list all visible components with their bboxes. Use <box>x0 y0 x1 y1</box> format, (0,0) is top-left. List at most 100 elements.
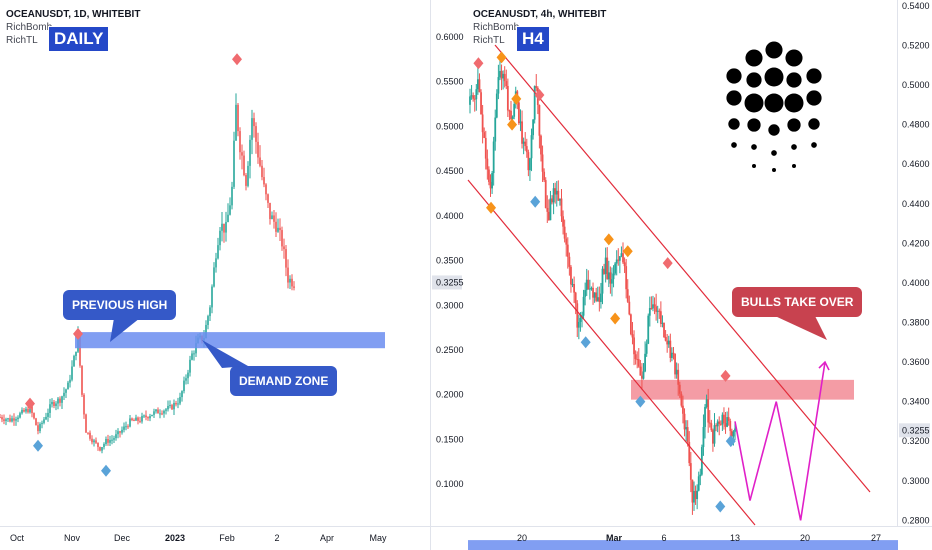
daily-candle <box>1 417 3 420</box>
daily-candle <box>245 175 247 186</box>
h4-y-tick: 0.3000 <box>902 476 930 486</box>
h4-candle <box>473 98 476 100</box>
daily-candle <box>53 401 55 406</box>
demand-zone <box>75 332 385 349</box>
h4-high-marker <box>473 57 484 70</box>
h4-x-tick: 20 <box>800 533 810 543</box>
h4-y-tick: 0.3800 <box>902 317 930 327</box>
daily-candle <box>273 215 275 222</box>
h4-candle <box>472 95 475 99</box>
h4-chart[interactable]: 0.5400 0.5200 0.5000 0.4800 0.4600 0.4400 0.42… <box>431 0 932 550</box>
daily-candle <box>287 267 289 283</box>
h4-candle <box>549 198 552 221</box>
logo-dot <box>765 41 783 59</box>
daily-candle <box>129 418 131 427</box>
h4-candle <box>571 284 574 286</box>
daily-candle <box>119 431 121 433</box>
h4-legend: OCEANUSDT, 4h, WHITEBIT RichBomb RichTL <box>473 8 606 47</box>
daily-price-axis[interactable]: 0.6000 0.5500 0.5000 0.4500 0.4000 0.3500 0.30… <box>432 32 464 489</box>
daily-candle <box>217 245 219 259</box>
h4-candle <box>726 417 729 427</box>
daily-candle <box>55 403 57 406</box>
h4-candle <box>585 279 588 291</box>
daily-candle <box>175 402 177 405</box>
indicator-richbomb[interactable]: RichBomb <box>6 22 53 33</box>
daily-candle <box>35 418 37 426</box>
bulls-pointer <box>775 316 827 340</box>
daily-candle <box>271 215 273 220</box>
indicator-richtl-h4[interactable]: RichTL <box>473 35 505 46</box>
h4-high-marker <box>534 88 545 101</box>
h4-candle <box>634 354 637 360</box>
h4-symbol: OCEANUSDT, 4h, WHITEBIT <box>473 9 607 20</box>
h4-candle <box>689 463 692 480</box>
h4-candle <box>617 259 620 261</box>
h4-candle <box>723 414 725 424</box>
daily-candle <box>25 408 27 412</box>
daily-candle <box>13 418 15 421</box>
h4-candle <box>541 154 544 172</box>
h4-candle <box>568 256 571 267</box>
h4-y-tick: 0.3400 <box>902 397 930 407</box>
daily-candle <box>109 440 111 443</box>
daily-chart[interactable]: 0.6000 0.5500 0.5000 0.4500 0.4000 0.3500 0.30… <box>0 0 464 550</box>
daily-candle <box>17 417 19 420</box>
h4-candle <box>478 79 481 93</box>
daily-candle <box>177 403 179 405</box>
daily-x-tick: Apr <box>320 533 334 543</box>
daily-high-marker <box>232 53 242 66</box>
indicator-richtl[interactable]: RichTL <box>6 35 38 46</box>
h4-candle <box>533 86 536 120</box>
h4-high-marker <box>511 92 522 105</box>
logo-dot <box>726 90 742 106</box>
h4-candle <box>702 426 705 448</box>
daily-candle <box>0 417 1 419</box>
daily-candle <box>117 431 119 435</box>
daily-candle <box>59 398 61 403</box>
h4-candle <box>639 366 642 376</box>
h4-high-marker <box>496 51 507 64</box>
logo-dot <box>806 90 822 106</box>
support-zone <box>468 540 898 550</box>
daily-candle <box>161 413 163 415</box>
h4-time-axis[interactable]: 20 Mar 6 13 20 27 <box>431 526 932 544</box>
h4-candle <box>511 116 514 119</box>
h4-candle <box>683 413 686 430</box>
daily-y-tick: 0.3000 <box>436 300 464 310</box>
daily-candle <box>183 380 185 392</box>
h4-y-tick: 0.4400 <box>902 199 930 209</box>
daily-candle <box>81 365 83 395</box>
h4-candle <box>637 359 640 367</box>
daily-time-axis[interactable]: Oct Nov Dec 2023 Feb 2 Apr May <box>0 526 430 544</box>
daily-candle <box>133 420 135 422</box>
h4-candle <box>495 93 498 118</box>
h4-candle <box>658 310 661 312</box>
h4-candle <box>529 158 531 171</box>
daily-candle <box>135 417 137 421</box>
channel-upper-line <box>494 44 871 493</box>
projection-arrowhead <box>818 360 830 371</box>
h4-candle <box>524 141 527 147</box>
h4-y-tick: 0.3200 <box>902 436 930 446</box>
daily-candle <box>249 139 251 166</box>
daily-candle <box>259 157 261 166</box>
h4-candle <box>677 369 680 385</box>
h4-candle <box>615 259 618 264</box>
h4-price-axis[interactable]: 0.5400 0.5200 0.5000 0.4800 0.4600 0.4400 0.42… <box>897 0 931 526</box>
h4-candle <box>535 86 538 88</box>
daily-candle <box>49 404 51 413</box>
h4-candle <box>699 474 702 477</box>
daily-candle <box>31 405 33 414</box>
h4-candle <box>622 253 624 263</box>
h4-candle <box>595 292 598 301</box>
indicator-richbomb-h4[interactable]: RichBomb <box>473 22 520 33</box>
daily-high-marker <box>25 397 35 410</box>
daily-candle <box>275 221 277 232</box>
logo-dot <box>751 144 757 150</box>
h4-badge: H4 <box>516 26 550 52</box>
h4-low-marker <box>486 201 497 214</box>
channel-lower-line <box>467 179 756 526</box>
daily-y-tick: 0.3500 <box>436 256 464 266</box>
h4-candle <box>656 310 659 312</box>
daily-candle <box>187 372 189 379</box>
